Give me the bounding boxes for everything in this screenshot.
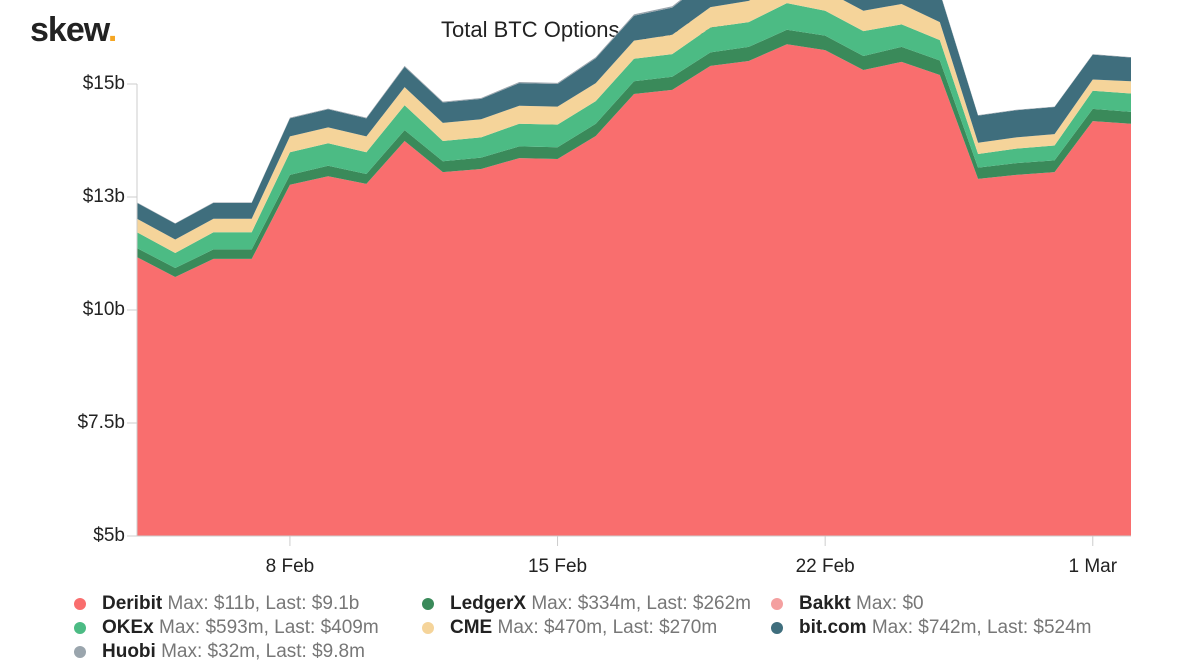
legend-name: Huobi	[102, 641, 156, 662]
x-tick-label: 22 Feb	[796, 556, 855, 577]
legend-detail: Max: $334m, Last: $262m	[531, 593, 751, 614]
area	[137, 0, 1131, 240]
legend-detail: Max: $742m, Last: $524m	[872, 617, 1092, 638]
legend-marker	[771, 598, 783, 610]
legend-name: bit.com	[799, 617, 867, 638]
legend-marker	[771, 622, 783, 634]
area	[137, 3, 1131, 268]
area	[137, 44, 1131, 536]
legend-detail: Max: $0	[856, 593, 924, 614]
legend-name: CME	[450, 617, 492, 638]
legend-detail: Max: $11b, Last: $9.1b	[167, 593, 359, 614]
y-tick-label: $7.5b	[77, 412, 125, 433]
legend-entry: bit.com Max: $742m, Last: $524m	[799, 617, 1092, 638]
legend-marker	[74, 646, 86, 658]
legend-name: OKEx	[102, 617, 154, 638]
legend-entry: Bakkt Max: $0	[799, 593, 924, 614]
legend-name: LedgerX	[450, 593, 526, 614]
logo-text: skew	[30, 11, 111, 49]
legend-marker	[422, 598, 434, 610]
legend-marker	[422, 622, 434, 634]
legend-entry: OKEx Max: $593m, Last: $409m	[102, 617, 379, 638]
legend-name: Bakkt	[799, 593, 851, 614]
area	[137, 29, 1131, 278]
legend-entry: Deribit Max: $11b, Last: $9.1b	[102, 593, 359, 614]
legend-entry: Huobi Max: $32m, Last: $9.8m	[102, 641, 365, 662]
x-tick-label: 15 Feb	[528, 556, 587, 577]
y-tick-label: $5b	[93, 525, 125, 546]
y-tick-label: $10b	[83, 299, 125, 320]
legend-detail: Max: $593m, Last: $409m	[159, 617, 379, 638]
logo: skew.	[30, 11, 116, 49]
logo-dot: .	[108, 11, 116, 49]
x-tick-label: 1 Mar	[1068, 556, 1117, 577]
legend-marker	[74, 622, 86, 634]
legend-detail: Max: $32m, Last: $9.8m	[161, 641, 365, 662]
y-tick-label: $15b	[83, 73, 125, 94]
y-tick-label: $13b	[83, 186, 125, 207]
legend-name: Deribit	[102, 593, 163, 614]
legend-entry: CME Max: $470m, Last: $270m	[450, 617, 717, 638]
legend-detail: Max: $470m, Last: $270m	[498, 617, 718, 638]
x-tick-label: 8 Feb	[266, 556, 315, 577]
area	[137, 0, 1131, 254]
legend-marker	[74, 598, 86, 610]
legend-entry: LedgerX Max: $334m, Last: $262m	[450, 593, 751, 614]
